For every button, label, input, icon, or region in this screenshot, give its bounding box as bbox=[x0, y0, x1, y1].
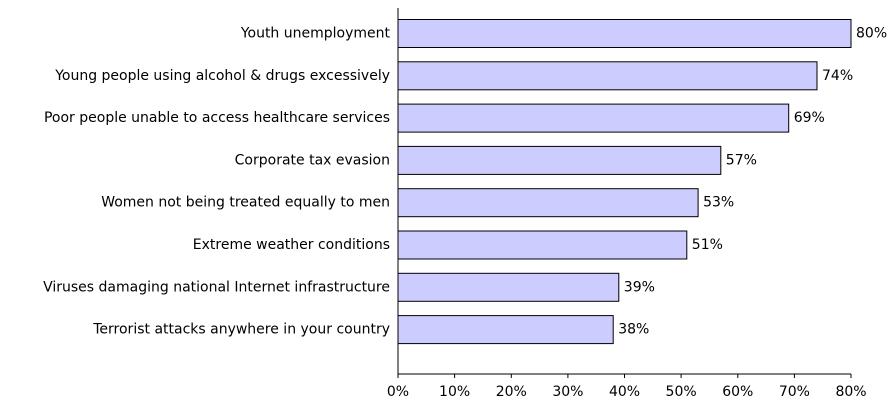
x-tick-label: 70% bbox=[779, 384, 810, 400]
data-label: 69% bbox=[794, 110, 825, 126]
category-label: Corporate tax evasion bbox=[235, 152, 390, 168]
x-tick-label: 10% bbox=[439, 384, 470, 400]
category-label: Terrorist attacks anywhere in your count… bbox=[92, 322, 390, 338]
bar bbox=[397, 103, 790, 133]
data-label: 57% bbox=[726, 152, 757, 168]
category-labels: Youth unemployment Young people using alc… bbox=[43, 26, 390, 338]
x-tick-label: 0% bbox=[387, 384, 409, 400]
x-axis-ticks: 0% 10% 20% 30% 40% 50% 60% 70% 80% bbox=[387, 374, 867, 400]
x-tick-label: 40% bbox=[609, 384, 640, 400]
x-tick-label: 60% bbox=[722, 384, 753, 400]
category-label: Young people using alcohol & drugs exces… bbox=[54, 68, 390, 84]
data-label: 74% bbox=[822, 68, 853, 84]
x-tick-label: 80% bbox=[835, 384, 866, 400]
x-tick-label: 30% bbox=[552, 384, 583, 400]
x-tick-label: 20% bbox=[496, 384, 527, 400]
category-label: Extreme weather conditions bbox=[193, 237, 390, 253]
data-label: 53% bbox=[703, 195, 734, 211]
bars bbox=[397, 19, 852, 345]
x-tick-label: 50% bbox=[666, 384, 697, 400]
bar bbox=[397, 188, 699, 218]
data-label: 80% bbox=[856, 26, 887, 42]
data-labels: 80% 74% 69% 57% 53% 51% 39% 38% bbox=[618, 26, 887, 338]
category-label: Poor people unable to access healthcare … bbox=[44, 110, 390, 126]
data-label: 51% bbox=[692, 237, 723, 253]
bar bbox=[397, 19, 852, 48]
category-label: Women not being treated equally to men bbox=[101, 195, 390, 211]
category-label: Youth unemployment bbox=[240, 26, 391, 42]
data-label: 39% bbox=[624, 279, 655, 295]
data-label: 38% bbox=[618, 322, 649, 338]
bar bbox=[397, 61, 818, 91]
bar bbox=[397, 272, 620, 302]
category-label: Viruses damaging national Internet infra… bbox=[43, 279, 390, 295]
bar bbox=[397, 230, 688, 260]
bar bbox=[397, 145, 722, 175]
bar bbox=[397, 315, 614, 345]
